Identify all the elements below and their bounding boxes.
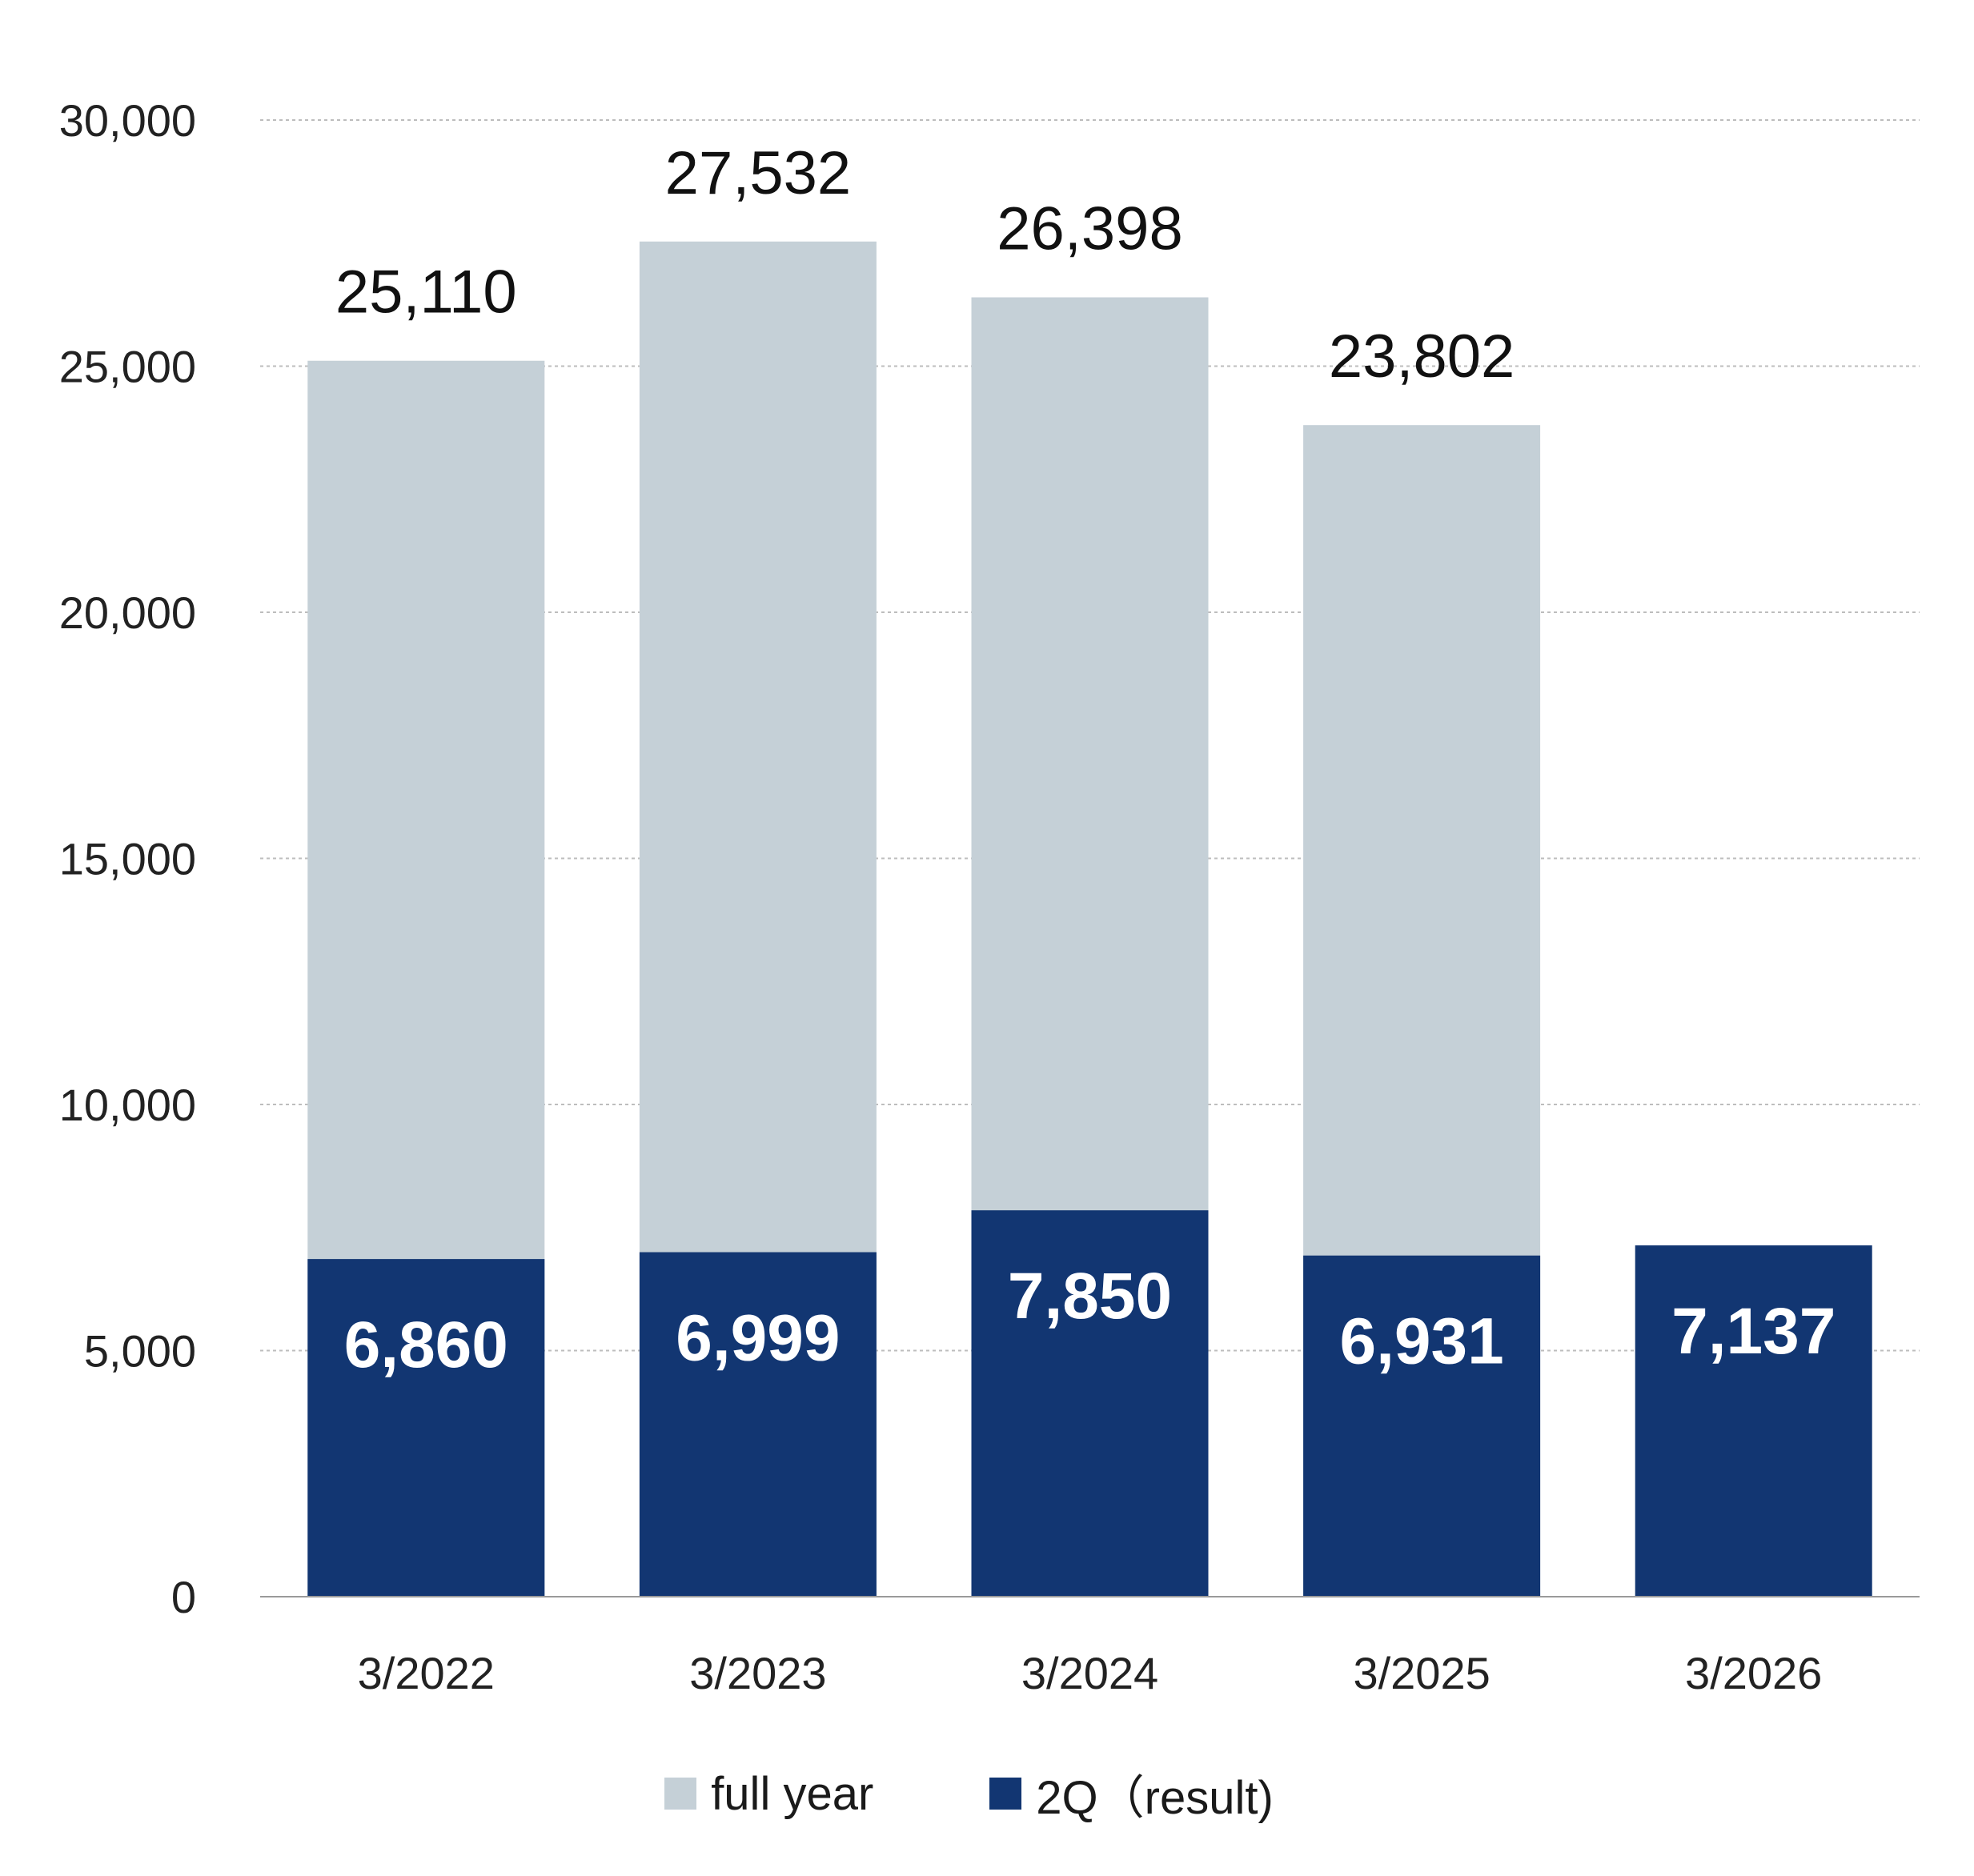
- x-tick-label: 3/2025: [1353, 1648, 1490, 1698]
- y-tick-label: 0: [171, 1572, 196, 1622]
- data-label-full-year: 23,802: [1329, 323, 1515, 391]
- bar-2q-result: [971, 1210, 1209, 1597]
- data-label-full-year: 27,532: [665, 139, 851, 207]
- labels-layer: 25,110 6,860 27,532 6,999 26,398 7,850 23,802 6…: [335, 139, 1836, 1381]
- bar-2q-result: [639, 1252, 877, 1597]
- data-label-2q-result: 6,860: [344, 1309, 508, 1381]
- x-tick-label: 3/2026: [1685, 1648, 1822, 1698]
- data-label-2q-result: 7,137: [1671, 1295, 1836, 1368]
- y-tick-label: 30,000: [59, 95, 196, 146]
- data-label-full-year: 25,110: [335, 259, 517, 327]
- legend-item-full-year: full year: [664, 1767, 873, 1821]
- x-tick-label: 3/2024: [1021, 1648, 1158, 1698]
- data-label-full-year: 26,398: [997, 195, 1182, 263]
- bar-2q-result: [1635, 1245, 1872, 1597]
- y-tick-label: 10,000: [59, 1080, 196, 1130]
- legend-item-2q-result: 2Q（result): [989, 1760, 1274, 1827]
- legend-swatch-2q-result: [989, 1778, 1022, 1810]
- chart-legend: full year 2Q（result): [0, 1758, 1974, 1830]
- data-label-2q-result: 6,999: [676, 1302, 840, 1375]
- y-tick-label: 20,000: [59, 587, 196, 638]
- legend-label-2q-result: 2Q（result): [1036, 1772, 1274, 1824]
- x-tick-label: 3/2022: [358, 1648, 495, 1698]
- data-label-2q-result: 6,931: [1339, 1305, 1503, 1378]
- data-label-2q-result: 7,850: [1008, 1260, 1172, 1333]
- x-tick-label: 3/2023: [689, 1648, 826, 1698]
- bar-2q-result: [1303, 1255, 1541, 1597]
- legend-label-full-year: full year: [711, 1767, 874, 1820]
- axis-layer: 0 5,000 10,000 15,000 20,000 25,000 30,000 3/20…: [59, 95, 1920, 1698]
- bar-2q-result: [307, 1259, 545, 1597]
- legend-swatch-full-year: [664, 1778, 697, 1810]
- bars-layer: [307, 241, 1872, 1597]
- y-tick-label: 25,000: [59, 342, 196, 392]
- y-tick-label: 15,000: [59, 834, 196, 884]
- y-tick-label: 5,000: [84, 1326, 196, 1377]
